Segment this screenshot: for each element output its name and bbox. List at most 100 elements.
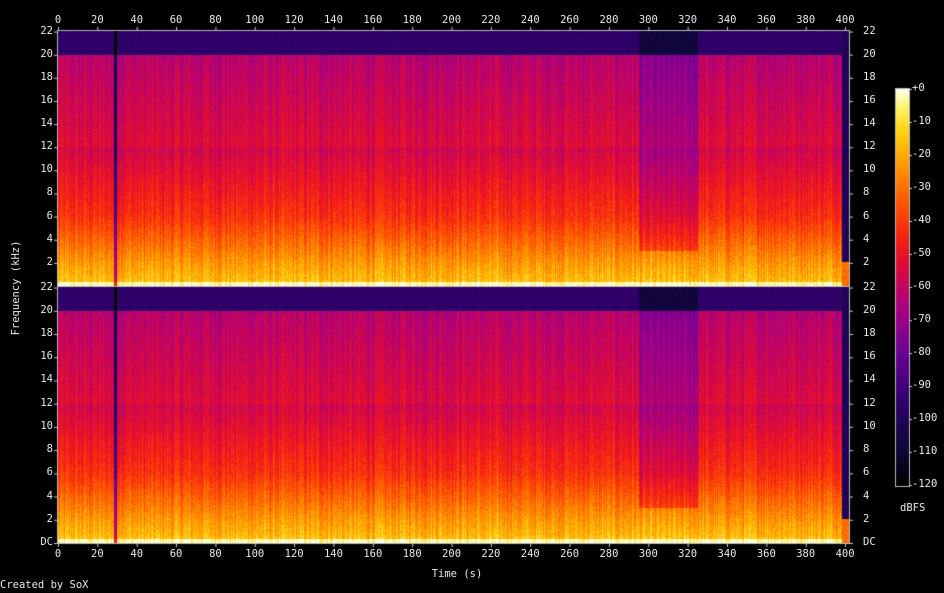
y-tick-label-right: 4: [863, 232, 870, 245]
y-tick-label-left: 20: [40, 47, 53, 60]
colorbar-tick-label: -70: [912, 313, 931, 325]
y-tick-label-right: 6: [863, 466, 870, 479]
x-tick-label-top: 60: [169, 14, 183, 26]
y-tick-label-left: 12: [40, 396, 53, 409]
x-tick-label-bottom: 260: [560, 548, 580, 560]
x-tick-label-top: 240: [520, 14, 540, 26]
x-tick-label-top: 200: [442, 14, 462, 26]
colorbar-tick-label: -110: [912, 445, 938, 457]
x-tick-label-bottom: 80: [209, 548, 222, 560]
colorbar-unit: dBFS: [900, 502, 926, 514]
x-tick-label-top: 40: [130, 14, 144, 26]
y-tick-label-left: 14: [40, 117, 53, 130]
y-tick-label-right: 6: [863, 209, 870, 222]
y-tick-label-left: 8: [46, 186, 53, 199]
colorbar-tick-label: -80: [912, 346, 931, 358]
y-tick-label-right: 18: [863, 70, 876, 83]
x-tick-label-top: 320: [678, 14, 698, 26]
x-tick-label-bottom: 300: [638, 548, 658, 560]
x-tick-label-top: 80: [209, 14, 222, 26]
x-tick-label-bottom: 280: [599, 548, 619, 560]
y-tick-label-left: 16: [40, 93, 53, 106]
colorbar-tick-label: -40: [912, 214, 931, 226]
y-tick-label-left: 8: [46, 443, 53, 456]
y-tick-label-left: DC: [40, 536, 53, 548]
y-tick-label-left: 14: [40, 373, 53, 386]
x-tick-label-bottom: 180: [402, 548, 422, 560]
x-tick-label-bottom: 200: [442, 548, 462, 560]
x-tick-label-top: 140: [323, 14, 343, 26]
x-tick-label-top: 20: [91, 14, 104, 26]
y-tick-label-left: 20: [40, 303, 53, 316]
x-tick-label-bottom: 360: [756, 548, 776, 560]
y-tick-label-left: 2: [46, 512, 53, 525]
y-tick-label-right: 22: [863, 24, 876, 37]
x-tick-label-bottom: 320: [678, 548, 698, 560]
x-tick-label-bottom: 140: [323, 548, 343, 560]
y-tick-label-left: 6: [46, 209, 53, 222]
y-tick-label-right: 8: [863, 186, 870, 199]
y-tick-label-left: 16: [40, 350, 53, 363]
y-tick-label-left: 12: [40, 140, 53, 153]
x-tick-label-bottom: 400: [835, 548, 855, 560]
y-tick-label-right: 8: [863, 443, 870, 456]
x-tick-label-top: 280: [599, 14, 619, 26]
x-tick-label-bottom: 120: [284, 548, 304, 560]
x-tick-label-top: 120: [284, 14, 304, 26]
y-axis-label: Frequency (kHz): [10, 240, 22, 336]
x-tick-label-top: 160: [363, 14, 383, 26]
y-tick-label-right: 12: [863, 396, 876, 409]
x-axis-label: Time (s): [431, 568, 483, 580]
colorbar-tick-label: -10: [912, 115, 931, 127]
y-tick-label-right: 10: [863, 163, 876, 176]
y-tick-label-right: 12: [863, 140, 876, 153]
x-tick-label-bottom: 160: [363, 548, 383, 560]
y-tick-label-right: 14: [863, 373, 876, 386]
y-tick-label-right: 18: [863, 327, 876, 340]
y-tick-label-right: 14: [863, 117, 876, 130]
y-tick-label-right: 2: [863, 512, 870, 525]
x-tick-label-bottom: 340: [717, 548, 737, 560]
colorbar-tick-label: -50: [912, 247, 931, 259]
colorbar-tick-label: -120: [912, 478, 938, 490]
x-tick-label-top: 0: [54, 14, 62, 26]
colorbar-tick-label: -60: [912, 280, 931, 292]
x-tick-label-top: 360: [756, 14, 776, 26]
x-tick-label-top: 100: [245, 14, 265, 26]
colorbar-tick-label: -90: [912, 379, 931, 391]
x-tick-label-bottom: 40: [130, 548, 144, 560]
y-tick-label-left: 18: [40, 327, 53, 340]
x-tick-label-top: 220: [481, 14, 501, 26]
x-tick-label-top: 260: [560, 14, 580, 26]
x-tick-label-bottom: 60: [169, 548, 183, 560]
colorbar-tick-label: +0: [912, 82, 925, 94]
y-tick-label-left: 10: [40, 163, 53, 176]
y-tick-label-left: 6: [46, 466, 53, 479]
y-tick-label-right: 16: [863, 93, 876, 106]
x-tick-label-bottom: 220: [481, 548, 501, 560]
y-tick-label-right: 16: [863, 350, 876, 363]
y-tick-label-left: 22: [40, 280, 53, 293]
colorbar-tick-label: -20: [912, 148, 931, 160]
y-tick-label-left: 22: [40, 24, 53, 37]
x-tick-label-bottom: 100: [245, 548, 265, 560]
y-tick-label-right: DC: [863, 536, 876, 548]
x-tick-label-bottom: 240: [520, 548, 540, 560]
x-tick-label-top: 380: [796, 14, 816, 26]
colorbar-tick-label: -100: [912, 412, 938, 424]
y-tick-label-left: 18: [40, 70, 53, 83]
y-tick-label-right: 20: [863, 303, 876, 316]
colorbar-tick-label: -30: [912, 181, 931, 193]
x-tick-label-top: 300: [638, 14, 658, 26]
x-tick-label-bottom: 380: [796, 548, 816, 560]
x-tick-label-bottom: 0: [54, 548, 62, 560]
y-tick-label-right: 20: [863, 47, 876, 60]
y-tick-label-left: 4: [46, 489, 53, 502]
y-tick-label-right: 4: [863, 489, 870, 502]
y-tick-label-left: 4: [46, 232, 53, 245]
y-tick-label-left: 10: [40, 419, 53, 432]
x-tick-label-top: 180: [402, 14, 422, 26]
credit-text: Created by SoX: [0, 579, 89, 591]
y-tick-label-right: 2: [863, 255, 870, 268]
